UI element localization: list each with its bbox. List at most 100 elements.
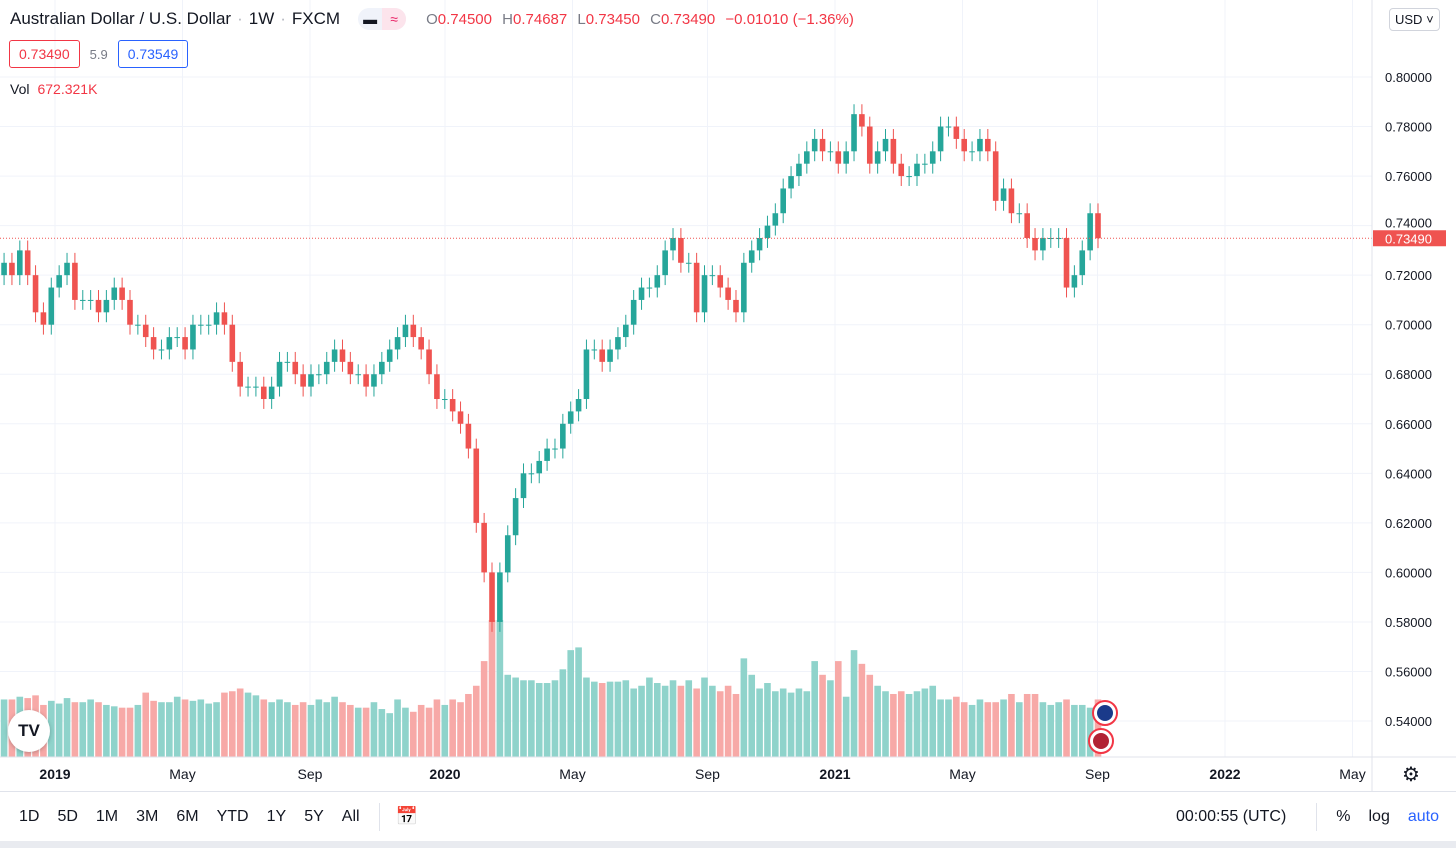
price-tick-label: 0.74000 <box>1385 215 1432 230</box>
volume-bar <box>598 683 606 757</box>
range-all[interactable]: All <box>341 807 360 825</box>
delayed-data-icon: ≈ <box>382 8 407 30</box>
volume-bar <box>181 699 189 757</box>
close-label: C <box>650 10 662 28</box>
candle-body <box>929 151 936 164</box>
range-1m[interactable]: 1M <box>95 807 119 825</box>
candle-body <box>811 138 818 152</box>
volume-bar <box>276 699 283 757</box>
low-value: 0.73450 <box>585 10 640 28</box>
volume-bar <box>354 707 362 757</box>
open-value: 0.74500 <box>437 10 492 28</box>
candle-body <box>40 312 47 325</box>
volume-bar <box>0 699 8 757</box>
divider <box>1316 802 1318 831</box>
volume-bar <box>724 685 732 757</box>
range-6m[interactable]: 6M <box>176 807 199 825</box>
volume-bar <box>118 707 126 757</box>
candle-body <box>182 337 188 350</box>
tradingview-logo[interactable]: TV <box>8 710 50 752</box>
spread: 5.9 <box>89 46 108 62</box>
ohlc-values: O0.74500 H0.74687 L0.73450 C0.73490 −0.0… <box>426 11 854 28</box>
volume-bar <box>441 704 449 757</box>
candle-body <box>300 374 306 387</box>
candle-body <box>221 312 228 325</box>
volume-bar <box>897 691 905 757</box>
volume-bar <box>126 707 134 757</box>
goto-date-icon[interactable]: 📅 <box>395 806 418 826</box>
volume-bar <box>921 688 929 757</box>
volume-bar <box>260 699 268 757</box>
candle-body <box>843 151 849 164</box>
candle-body <box>804 151 810 164</box>
price-tick-label: 0.80000 <box>1385 70 1432 85</box>
candle-body <box>685 262 692 264</box>
candle-body <box>835 151 842 164</box>
close-value: 0.73490 <box>661 10 716 28</box>
range-3m[interactable]: 3M <box>136 807 159 825</box>
volume-bar <box>693 688 700 757</box>
flag-fill <box>1097 705 1113 721</box>
candle-body <box>890 138 897 164</box>
clock[interactable]: 00:00:55 (UTC) <box>1176 807 1287 825</box>
candle-body <box>347 361 354 375</box>
percent-toggle[interactable]: % <box>1336 807 1351 825</box>
candle-body <box>733 299 739 313</box>
time-tick-label: May <box>949 766 975 782</box>
buy-button[interactable]: 0.73549 <box>117 40 189 68</box>
price-chart[interactable]: 0.54000 0.56000 0.58000 0.60000 0.62000 0.640… <box>0 0 1456 791</box>
candle-body <box>583 349 590 400</box>
candle-body <box>599 349 605 362</box>
volume-bar <box>622 680 630 757</box>
interval[interactable]: 1W <box>248 9 275 28</box>
range-1d[interactable]: 1D <box>19 807 40 825</box>
candle-body <box>567 411 574 424</box>
volume-bar <box>646 677 653 757</box>
volume-bar <box>87 699 94 757</box>
time-tick-label: 2020 <box>429 766 460 782</box>
candle-body <box>260 386 267 400</box>
volume-bar <box>669 680 677 757</box>
candle-body <box>142 324 149 338</box>
candle-body <box>512 498 519 536</box>
volume-bar <box>252 695 260 757</box>
candle-body <box>615 337 621 350</box>
currency-select[interactable]: USD ˅ <box>1389 8 1440 31</box>
candle-body <box>402 324 409 338</box>
settings-gear-icon[interactable]: ⚙ <box>1402 764 1420 786</box>
volume-bar <box>173 696 181 757</box>
time-tick-label: 2022 <box>1209 766 1240 782</box>
volume-bar <box>779 688 787 757</box>
candle-body <box>1079 250 1086 276</box>
volume-bar <box>1094 699 1102 757</box>
range-ytd[interactable]: YTD <box>216 807 249 825</box>
volume-bar <box>937 699 944 757</box>
market-status-pill[interactable]: ▬ ≈ <box>358 8 407 30</box>
candle-body <box>489 572 495 622</box>
range-1y[interactable]: 1Y <box>266 807 287 825</box>
volume-bar <box>630 688 637 757</box>
candle-body <box>536 460 543 474</box>
price-tick-label: 0.76000 <box>1385 169 1432 184</box>
candle-body <box>725 287 731 300</box>
sell-button[interactable]: 0.73490 <box>9 40 80 68</box>
candle-body <box>56 275 62 288</box>
candle-body <box>205 324 212 326</box>
range-5y[interactable]: 5Y <box>304 807 324 825</box>
candle-body <box>709 275 716 277</box>
volume-bar <box>110 706 118 757</box>
volume-bar <box>402 707 409 757</box>
candle-body <box>316 374 322 376</box>
volume-bar <box>685 680 693 757</box>
price-tick-label: 0.60000 <box>1385 565 1432 580</box>
candle-body <box>969 151 975 153</box>
currency-value: USD <box>1395 12 1423 27</box>
volume-bar <box>528 680 535 757</box>
candle-body <box>276 361 283 387</box>
log-toggle[interactable]: log <box>1368 807 1390 825</box>
range-5d[interactable]: 5D <box>57 807 78 825</box>
volume-bar <box>653 683 661 757</box>
candle-body <box>646 287 653 289</box>
candle-body <box>426 349 432 375</box>
auto-toggle[interactable]: auto <box>1407 807 1439 825</box>
